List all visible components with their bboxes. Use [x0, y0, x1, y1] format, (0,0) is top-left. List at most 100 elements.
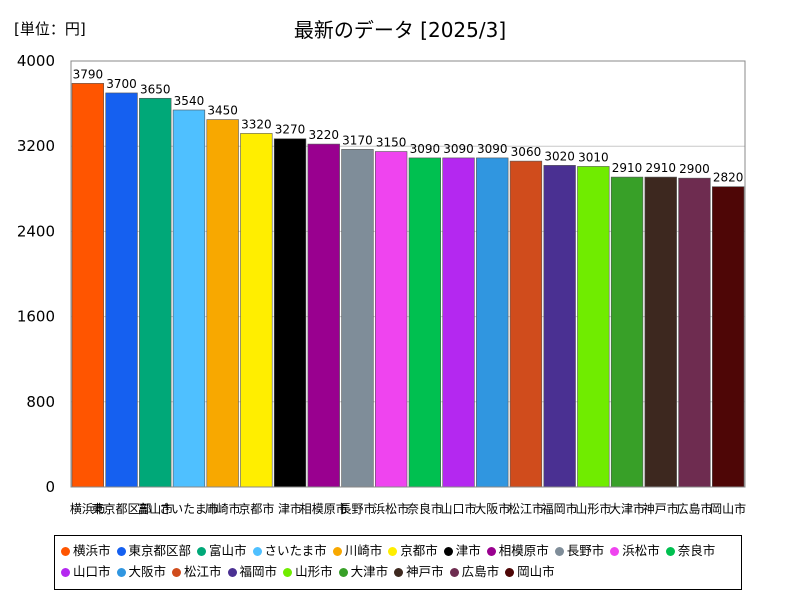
legend-label: 川崎市: [344, 543, 383, 558]
legend-item: 東京都区部: [116, 540, 191, 561]
y-tick-label: 1600: [17, 308, 55, 326]
bar: [172, 109, 206, 488]
legend-marker-icon: [665, 547, 675, 556]
legend-label: 大津市: [350, 564, 389, 579]
x-tick-label: 川崎市: [205, 501, 241, 516]
legend-label: 横浜市: [73, 543, 111, 558]
x-tick-label: 京都市: [238, 501, 274, 516]
legend-item: 浜松市: [610, 540, 660, 561]
x-tick-label: 大津市: [609, 501, 645, 516]
x-tick-label: 相模原市: [300, 501, 348, 516]
data-label: 3170: [342, 133, 373, 147]
y-tick-label: 3200: [17, 137, 55, 155]
data-label: 2820: [713, 171, 744, 185]
legend-item: 川崎市: [332, 540, 383, 561]
legend-label: 富山市: [209, 543, 247, 558]
data-label: 3090: [410, 142, 441, 156]
data-label: 3060: [511, 145, 542, 159]
legend-item: 山形市: [283, 561, 333, 582]
legend-item: 横浜市: [61, 540, 111, 561]
data-label: 2900: [679, 162, 710, 176]
y-axis: 0 800 1600 2400 3200 4000: [17, 52, 55, 496]
legend-label: 長野市: [566, 543, 605, 558]
plot-frame: [70, 60, 746, 488]
legend-label: 福岡市: [239, 564, 278, 579]
legend-label: 京都市: [400, 543, 438, 558]
bar: [307, 143, 340, 488]
legend-marker-icon: [449, 568, 459, 577]
x-tick-label: 横浜市: [70, 501, 106, 516]
data-label: 3700: [106, 77, 137, 91]
bar: [206, 119, 239, 488]
legend-item: 京都市: [388, 540, 438, 561]
bar: [71, 83, 105, 488]
legend-item: 松江市: [172, 561, 222, 582]
legend-label: 神戸市: [406, 564, 444, 579]
legend-label: 山口市: [73, 564, 111, 579]
legend-marker-icon: [338, 568, 348, 577]
data-label: 3090: [443, 142, 474, 156]
x-tick-label: 福岡市: [542, 501, 578, 516]
legend-label: 山形市: [295, 564, 333, 579]
legend-marker-icon: [197, 547, 207, 556]
y-tick-label: 800: [26, 393, 55, 411]
data-label: 2910: [645, 161, 676, 175]
legend-label: 松江市: [184, 564, 222, 579]
legend-item: さいたま市: [252, 540, 327, 561]
legend-item: 岡山市: [505, 561, 555, 582]
data-label: 3650: [140, 82, 171, 96]
legend-marker-icon: [332, 547, 342, 556]
legend-marker-icon: [172, 568, 182, 577]
data-label: 3450: [207, 104, 238, 118]
legend-marker-icon: [116, 568, 126, 577]
legend-item: 奈良市: [665, 540, 715, 561]
legend-item: 富山市: [197, 540, 247, 561]
legend-marker-icon: [554, 547, 564, 556]
data-label: 3790: [73, 67, 104, 81]
data-label: 2910: [612, 161, 643, 175]
legend-marker-icon: [394, 568, 404, 577]
data-label: 3010: [578, 150, 609, 164]
bar: [139, 97, 172, 488]
bar: [240, 133, 273, 488]
data-label: 3090: [477, 142, 508, 156]
x-tick-label: さいたま市: [159, 501, 219, 516]
legend-marker-icon: [61, 568, 70, 577]
bars: [71, 83, 745, 488]
legend-label: 浜松市: [622, 543, 660, 558]
y-tick-label: 4000: [17, 52, 55, 70]
legend-item: 広島市: [449, 561, 499, 582]
bar: [105, 92, 138, 488]
bar: [577, 166, 610, 488]
legend-marker-icon: [252, 547, 262, 556]
legend-label: 相模原市: [498, 543, 549, 558]
x-tick-label: 山形市: [575, 501, 611, 516]
legend: 横浜市 東京都区部 富山市 さいたま市 川崎市 京都市 津市 相模原市 長野市 浜松市 奈良市山口市…: [54, 535, 742, 590]
bar: [341, 149, 374, 488]
legend-item: 相模原市: [486, 540, 549, 561]
legend-marker-icon: [61, 547, 70, 556]
y-tick-label: 0: [45, 478, 55, 496]
x-tick-label: 神戸市: [643, 501, 679, 516]
legend-label: 大阪市: [128, 564, 167, 579]
x-tick-label: 岡山市: [710, 501, 746, 516]
x-tick-label: 富山市: [137, 501, 173, 516]
x-tick-label: 津市: [278, 501, 302, 516]
legend-item: 大阪市: [116, 561, 167, 582]
legend-marker-icon: [388, 547, 398, 556]
x-tick-label: 広島市: [676, 501, 712, 516]
bar: [711, 186, 745, 488]
bar: [644, 176, 677, 488]
legend-marker-icon: [227, 568, 237, 577]
data-label: 3150: [376, 136, 407, 150]
legend-item: 山口市: [61, 561, 111, 582]
bar: [543, 165, 576, 488]
bar: [610, 176, 644, 488]
chart-title: 最新のデータ [2025/3]: [293, 18, 507, 42]
bar: [509, 160, 543, 488]
legend-marker-icon: [505, 568, 515, 577]
legend-marker-icon: [283, 568, 293, 577]
legend-marker-icon: [610, 547, 620, 556]
